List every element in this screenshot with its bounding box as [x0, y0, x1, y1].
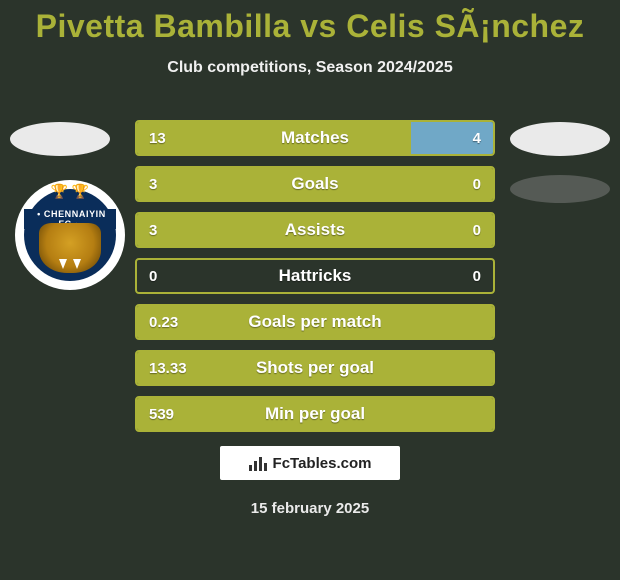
stat-row: 0Hattricks0 — [135, 258, 495, 294]
stat-value-right: 0 — [473, 168, 481, 200]
stat-label: Goals — [137, 168, 493, 200]
stats-container: 13Matches43Goals03Assists00Hattricks00.2… — [135, 120, 495, 442]
player-left-placeholder-top — [10, 122, 110, 156]
chennaiyin-crest-icon: 🏆 🏆 CHENNAIYIN FC — [24, 189, 116, 281]
stat-row: 0.23Goals per match — [135, 304, 495, 340]
stat-row: 13.33Shots per goal — [135, 350, 495, 386]
player-right-placeholder-mid — [510, 175, 610, 203]
stat-label: Shots per goal — [137, 352, 493, 384]
fctables-logo-text: FcTables.com — [273, 455, 372, 472]
stat-value-right: 0 — [473, 260, 481, 292]
stat-row: 3Goals0 — [135, 166, 495, 202]
crest-fangs-icon — [55, 257, 85, 269]
stat-row: 539Min per goal — [135, 396, 495, 432]
page-title: Pivetta Bambilla vs Celis SÃ¡nchez — [0, 0, 620, 45]
stat-row: 13Matches4 — [135, 120, 495, 156]
stat-label: Min per goal — [137, 398, 493, 430]
stat-value-right: 0 — [473, 214, 481, 246]
player-right-placeholder-top — [510, 122, 610, 156]
stat-label: Hattricks — [137, 260, 493, 292]
crest-trophies-icon: 🏆 🏆 — [24, 183, 116, 200]
stat-label: Matches — [137, 122, 493, 154]
stat-label: Goals per match — [137, 306, 493, 338]
stat-value-right: 4 — [473, 122, 481, 154]
crest-mask-icon — [39, 223, 101, 273]
stat-row: 3Assists0 — [135, 212, 495, 248]
footer-date: 15 february 2025 — [0, 500, 620, 517]
fctables-logo[interactable]: FcTables.com — [220, 446, 400, 480]
player-left-club-logo: 🏆 🏆 CHENNAIYIN FC — [15, 180, 125, 290]
bar-chart-icon — [249, 455, 267, 471]
stat-label: Assists — [137, 214, 493, 246]
subtitle: Club competitions, Season 2024/2025 — [0, 59, 620, 77]
